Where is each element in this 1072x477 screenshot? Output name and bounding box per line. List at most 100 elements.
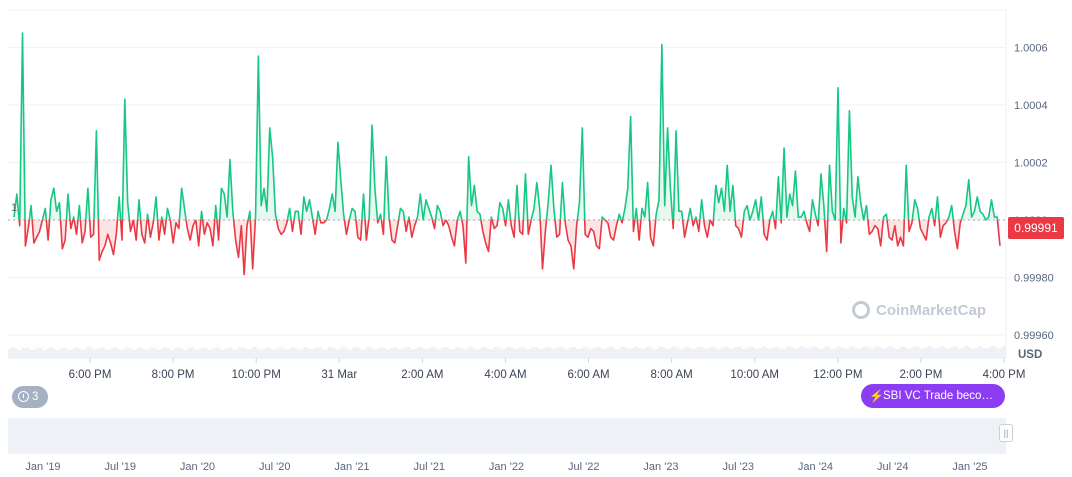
volume-bar: [104, 349, 108, 358]
time-navigator[interactable]: [8, 418, 1006, 454]
volume-bar: [513, 349, 518, 358]
volume-bar: [730, 349, 735, 358]
volume-bar: [176, 347, 181, 358]
line-down: [636, 219, 642, 241]
line-down: [564, 219, 579, 270]
line-up: [960, 178, 999, 221]
volume-bar: [654, 349, 659, 358]
volume-bar: [861, 346, 866, 358]
volume-bar: [720, 347, 725, 358]
volume-bar: [438, 349, 442, 358]
event-badge[interactable]: ⚡ SBI VC Trade beco…: [861, 384, 1005, 408]
volume-bar: [207, 349, 212, 358]
navigator-tick-label: Jul '20: [259, 461, 290, 473]
line-up: [775, 176, 782, 220]
line-down: [886, 219, 906, 247]
line-down: [45, 219, 51, 241]
volume-bar: [38, 348, 43, 358]
volume-bar: [8, 348, 12, 358]
volume-bar: [944, 348, 948, 358]
line-up: [654, 43, 674, 221]
volume-bar: [851, 346, 855, 358]
line-down: [73, 219, 79, 236]
volume-bar: [173, 348, 177, 358]
x-tick-label: 4:00 AM: [484, 369, 526, 381]
volume-bar: [338, 348, 343, 358]
volume-bar: [978, 346, 983, 358]
volume-bar: [599, 348, 604, 358]
navigator-tick-label: Jul '19: [105, 461, 136, 473]
line-down: [132, 219, 139, 241]
volume-bar: [472, 348, 477, 358]
volume-bar: [950, 346, 955, 358]
volume-bar: [193, 349, 198, 358]
volume-bar: [352, 347, 356, 358]
area-down: [276, 219, 288, 235]
volume-bar: [837, 346, 842, 358]
area-down: [703, 219, 711, 238]
volume-bar: [190, 347, 195, 358]
volume-bar: [94, 350, 98, 358]
volume-bar: [527, 349, 532, 358]
navigator-tick-label: Jan '20: [180, 461, 215, 473]
volume-bar: [840, 347, 845, 358]
volume-bar: [531, 346, 535, 358]
line-down: [703, 219, 711, 239]
volume-bar: [895, 348, 900, 358]
volume-bar: [727, 348, 731, 358]
x-tick-label: 31 Mar: [321, 369, 357, 381]
volume-bar: [49, 347, 53, 358]
line-down: [709, 219, 715, 227]
volume-bar: [56, 350, 60, 358]
y-tick-label: 1.0006: [1014, 42, 1048, 54]
area-down: [140, 219, 147, 243]
volume-bar: [902, 346, 907, 358]
line-up: [407, 216, 411, 221]
volume-bar: [562, 348, 566, 358]
volume-bar: [248, 349, 253, 358]
x-tick-label: 10:00 AM: [730, 369, 779, 381]
x-tick-label: 8:00 PM: [152, 369, 195, 381]
line-up: [146, 213, 150, 221]
line-up: [383, 155, 391, 221]
volume-bar: [407, 347, 411, 358]
volume-bar: [606, 347, 611, 358]
line-up: [200, 210, 204, 221]
volume-bar: [183, 349, 188, 358]
line-up: [247, 210, 252, 221]
line-up: [41, 207, 48, 221]
line-up: [397, 207, 406, 221]
volume-bar: [231, 349, 236, 358]
volume-bar: [479, 347, 484, 358]
line-down: [319, 219, 328, 224]
line-up: [934, 196, 940, 221]
volume-bar: [283, 349, 287, 358]
volume-bar: [988, 346, 993, 358]
volume-bar: [930, 347, 934, 358]
volume-bar: [1002, 345, 1007, 358]
line-up: [576, 127, 586, 221]
line-up: [434, 204, 443, 221]
x-tick-label: 12:00 PM: [813, 369, 862, 381]
line-up: [48, 187, 62, 221]
volume-bar: [393, 346, 398, 358]
navigator-handle[interactable]: ||: [999, 424, 1013, 442]
line-up: [28, 204, 33, 221]
volume-bar: [300, 348, 305, 358]
line-down: [201, 219, 216, 247]
line-down: [938, 219, 949, 239]
line-up: [496, 201, 506, 221]
line-down: [503, 219, 508, 227]
line-up: [218, 158, 235, 221]
line-down: [681, 219, 689, 239]
line-down: [312, 219, 318, 236]
line-up: [742, 196, 764, 221]
volume-bar: [699, 346, 704, 358]
area-down: [649, 219, 656, 246]
volume-bar: [751, 347, 755, 358]
line-down: [169, 219, 181, 244]
history-badge[interactable]: 3: [12, 386, 48, 408]
line-up: [694, 216, 698, 221]
volume-bar: [923, 347, 928, 358]
